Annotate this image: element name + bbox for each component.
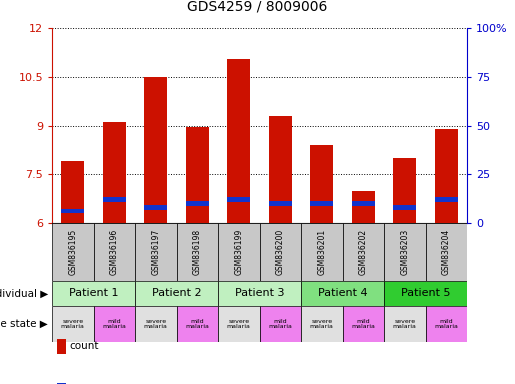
Bar (301, 223, 342, 281)
Bar (135, 306, 177, 342)
Text: GSM836199: GSM836199 (234, 229, 243, 275)
Bar (218, 281, 301, 306)
Text: GSM836197: GSM836197 (151, 229, 160, 275)
Bar (103, 122, 126, 223)
Bar (218, 223, 260, 281)
Bar (177, 306, 218, 342)
Text: mild
malaria: mild malaria (434, 319, 458, 329)
Bar (342, 223, 384, 281)
Bar (103, 197, 126, 202)
Bar (52, 281, 135, 306)
Bar (342, 306, 384, 342)
Bar (186, 201, 209, 205)
Bar (352, 201, 374, 205)
Bar (311, 145, 333, 223)
Bar (135, 223, 177, 281)
Text: disease state ▶: disease state ▶ (0, 319, 48, 329)
Bar (186, 127, 209, 223)
Bar (52, 306, 94, 342)
Bar (352, 190, 374, 223)
Text: mild
malaria: mild malaria (268, 319, 292, 329)
Bar (435, 197, 458, 202)
Text: GSM836201: GSM836201 (317, 229, 326, 275)
Text: Patient 4: Patient 4 (318, 288, 367, 298)
Bar (144, 205, 167, 210)
Bar (52, 223, 94, 281)
Text: GSM836203: GSM836203 (400, 229, 409, 275)
Text: severe
malaria: severe malaria (61, 319, 84, 329)
Bar (311, 201, 333, 205)
Text: GSM836204: GSM836204 (442, 229, 451, 275)
Text: mild
malaria: mild malaria (351, 319, 375, 329)
Text: GSM836195: GSM836195 (68, 229, 77, 275)
Bar (384, 306, 425, 342)
Bar (144, 77, 167, 223)
Text: count: count (70, 341, 99, 351)
Bar (227, 197, 250, 202)
Bar (135, 281, 218, 306)
Bar (301, 281, 384, 306)
Bar (94, 223, 135, 281)
Text: individual ▶: individual ▶ (0, 288, 48, 298)
Text: mild
malaria: mild malaria (102, 319, 126, 329)
Text: GSM836200: GSM836200 (276, 229, 285, 275)
Bar (393, 158, 416, 223)
Bar (61, 161, 84, 223)
Bar (425, 223, 467, 281)
Bar (435, 129, 458, 223)
Text: Patient 5: Patient 5 (401, 288, 450, 298)
Text: GSM836196: GSM836196 (110, 229, 119, 275)
Text: GSM836198: GSM836198 (193, 229, 202, 275)
Bar (301, 306, 342, 342)
Bar (177, 223, 218, 281)
Text: GDS4259 / 8009006: GDS4259 / 8009006 (187, 0, 328, 14)
Text: GSM836202: GSM836202 (359, 229, 368, 275)
Bar (218, 306, 260, 342)
Bar (260, 306, 301, 342)
Text: Patient 1: Patient 1 (68, 288, 118, 298)
Text: severe
malaria: severe malaria (393, 319, 417, 329)
Text: severe
malaria: severe malaria (310, 319, 334, 329)
Bar (393, 205, 416, 210)
Bar (260, 223, 301, 281)
Bar (227, 59, 250, 223)
Bar (94, 306, 135, 342)
Bar (61, 209, 84, 214)
Bar (269, 201, 291, 205)
Bar (269, 116, 291, 223)
Text: mild
malaria: mild malaria (185, 319, 209, 329)
Text: severe
malaria: severe malaria (227, 319, 251, 329)
Bar (425, 306, 467, 342)
Bar (384, 281, 467, 306)
Bar (384, 223, 425, 281)
Text: Patient 3: Patient 3 (235, 288, 284, 298)
Text: severe
malaria: severe malaria (144, 319, 168, 329)
Text: Patient 2: Patient 2 (152, 288, 201, 298)
